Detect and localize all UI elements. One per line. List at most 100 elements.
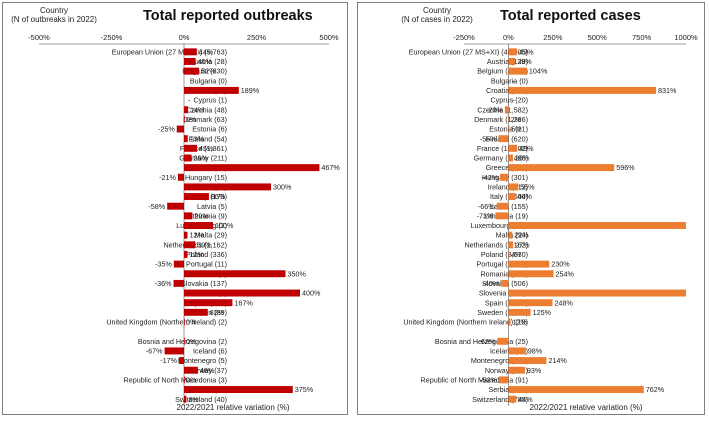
- bar: [184, 154, 192, 162]
- bar: [184, 144, 198, 152]
- category-label: Germany (1,488): [474, 154, 528, 163]
- bar: [173, 260, 184, 268]
- x-tick-label: -250%: [101, 33, 123, 42]
- data-label: -67%: [146, 347, 163, 356]
- category-label: Portugal (11): [186, 260, 227, 269]
- category-label: Slovenia (285)*: [479, 289, 528, 298]
- bar: [508, 222, 686, 229]
- data-label: -21%: [159, 173, 176, 182]
- bar: [508, 318, 511, 326]
- category-label: Lithuania (9): [187, 211, 227, 220]
- category-label: Malta (29): [195, 231, 227, 240]
- data-label: -35%: [155, 260, 172, 269]
- country-header-line2: (N of cases in 2022): [401, 15, 473, 24]
- category-label: Switzerland (785): [472, 395, 528, 404]
- data-label: 762%: [646, 385, 665, 394]
- bar: [173, 279, 184, 287]
- data-label: 400%: [302, 289, 321, 298]
- bar: [508, 299, 553, 307]
- data-label: -: [512, 96, 515, 105]
- data-label: -47%: [481, 173, 498, 182]
- category-label: United Kingdom (Northern Ireland) (2): [106, 318, 227, 327]
- country-header-line1: Country: [422, 6, 451, 15]
- category-label: Austria (28): [190, 57, 227, 66]
- bar: [495, 212, 509, 220]
- bar: [184, 183, 271, 191]
- data-label: 12%: [189, 231, 204, 240]
- bar: [508, 366, 525, 374]
- category-label: Ireland (113): [488, 183, 528, 192]
- bar: [500, 173, 509, 181]
- bar: [184, 366, 198, 374]
- category-label: European Union (27 MS+XI) (5,763): [112, 47, 227, 56]
- bar: [184, 106, 189, 114]
- data-label: 230%: [551, 260, 570, 269]
- category-label: Finland (54): [189, 134, 227, 143]
- data-label: 82%: [210, 308, 225, 317]
- data-label: -17%: [160, 356, 177, 365]
- bar: [508, 57, 516, 65]
- category-label: Slovakia (137): [181, 279, 227, 288]
- bar: [184, 308, 208, 316]
- data-label: -53%: [480, 375, 497, 384]
- data-label: -66%: [478, 202, 495, 211]
- category-label: Montenegro (135): [471, 356, 528, 365]
- data-label: 100%: [215, 221, 234, 230]
- bar: [184, 318, 185, 326]
- category-label: Switzerland (40): [175, 395, 227, 404]
- data-label: 350%: [288, 269, 307, 278]
- bar: [184, 241, 196, 249]
- data-label: 0%: [186, 318, 197, 327]
- data-label: -: [188, 96, 191, 105]
- bar: [508, 250, 510, 258]
- data-label: 167%: [234, 298, 253, 307]
- x-tick-label: 750%: [632, 33, 652, 42]
- category-label: Greece (383): [486, 163, 528, 172]
- data-label: 300%: [273, 183, 292, 192]
- chart-title: Total reported outbreaks: [143, 8, 313, 24]
- country-header-line2: (N of outbreaks in 2022): [11, 15, 97, 24]
- data-label: 52%: [201, 67, 216, 76]
- x-tick-label: -250%: [453, 33, 475, 42]
- category-label: Sweden (1,571): [477, 308, 528, 317]
- x-tick-label: 500%: [319, 33, 339, 42]
- data-label: 104%: [529, 67, 548, 76]
- data-label: 5%: [511, 125, 522, 134]
- bar: [508, 144, 518, 152]
- category-label: Serbia (405): [488, 385, 528, 394]
- bar: [508, 386, 644, 394]
- bar: [508, 115, 510, 123]
- bar: [184, 135, 188, 143]
- category-label: Cyprus (20): [490, 96, 528, 105]
- bar: [508, 357, 547, 365]
- data-label: 214%: [548, 356, 567, 365]
- cases-panel: Country (N of cases in 2022) Total repor…: [357, 2, 705, 415]
- data-label: 86%: [211, 192, 226, 201]
- data-label: 39%: [517, 57, 532, 66]
- bar: [184, 395, 187, 403]
- bar: [184, 193, 209, 201]
- category-label: Norway (632): [485, 366, 528, 375]
- category-label: Latvia (5): [197, 202, 227, 211]
- data-label: -: [512, 76, 515, 85]
- data-label: 44%: [199, 47, 214, 56]
- category-label: Bulgaria (0): [190, 76, 227, 85]
- data-label: 4%: [511, 250, 522, 259]
- bar: [496, 202, 509, 210]
- bar: [508, 270, 554, 278]
- category-label: United Kingdom (Northern Ireland) (19): [403, 318, 528, 327]
- cases-bar-chart: -250% 0% 250% 500% 750% 1000% European Union (…: [403, 33, 698, 406]
- category-label: Montenegro (5): [178, 356, 227, 365]
- data-label: 2%: [511, 115, 522, 124]
- data-label: 13%: [190, 134, 205, 143]
- category-label: Poland (336): [186, 250, 227, 259]
- category-label: Bosnia and Herzegovina (25): [435, 337, 528, 346]
- x-axis-title: 2022/2021 relative variation (%): [176, 403, 290, 412]
- bar: [508, 395, 517, 403]
- category-label: Poland (3,670): [481, 250, 528, 259]
- bar: [184, 270, 286, 278]
- bar: [184, 376, 185, 384]
- category-label: Bulgaria (0): [491, 76, 528, 85]
- category-label: Austria (128): [487, 57, 528, 66]
- bar: [508, 183, 519, 191]
